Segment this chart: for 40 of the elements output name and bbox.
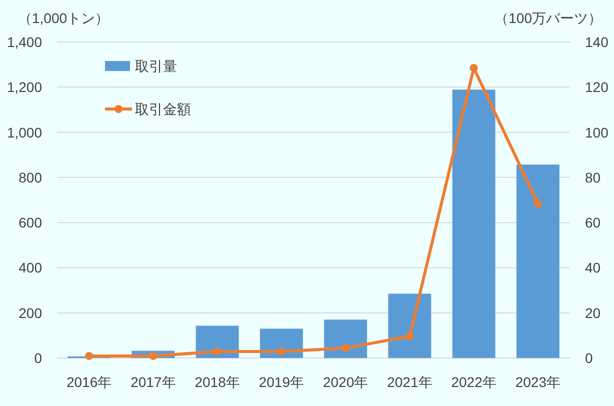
y-tick-label: 600 (18, 214, 42, 231)
legend-label: 取引金額 (135, 101, 191, 117)
y-tick-label: 400 (18, 260, 42, 276)
y2-tick-label: 40 (585, 260, 601, 276)
y-axis-title: （1,000トン） (18, 10, 110, 26)
x-tick-label: 2019年 (258, 374, 304, 390)
x-tick-label: 2016年 (66, 374, 112, 390)
y2-tick-label: 0 (585, 350, 593, 366)
y-tick-label: 0 (34, 350, 42, 366)
x-tick-label: 2021年 (387, 374, 432, 390)
point (342, 344, 350, 352)
y-tick-label: 200 (18, 304, 42, 321)
bar (452, 90, 496, 358)
point (406, 332, 414, 340)
point (213, 347, 222, 356)
point (85, 352, 94, 360)
y-tick-label: 1,400 (6, 34, 42, 50)
bar (516, 164, 560, 358)
bar (324, 320, 368, 358)
y2-tick-label: 120 (585, 79, 609, 96)
x-tick-label: 2020年 (322, 374, 368, 390)
y-tick-label: 1,000 (6, 124, 42, 140)
x-tick-label: 2022年 (451, 374, 496, 390)
legend-label: 取引量 (135, 58, 177, 74)
y2-tick-label: 20 (585, 304, 601, 321)
x-tick-label: 2017年 (130, 374, 176, 390)
y2-axis-title: （100万バーツ） (494, 10, 602, 26)
y-tick-label: 800 (18, 169, 42, 186)
point (470, 64, 478, 72)
x-tick-label: 2018年 (194, 374, 240, 390)
y2-tick-label: 100 (585, 124, 609, 140)
point (149, 352, 158, 360)
y-tick-label: 1,200 (6, 79, 42, 96)
bar (388, 294, 432, 358)
y2-tick-label: 140 (585, 34, 609, 50)
x-tick-label: 2023年 (515, 374, 561, 390)
point (277, 347, 286, 356)
point (534, 200, 542, 208)
y2-tick-label: 80 (585, 169, 601, 186)
y2-tick-label: 60 (585, 214, 601, 231)
